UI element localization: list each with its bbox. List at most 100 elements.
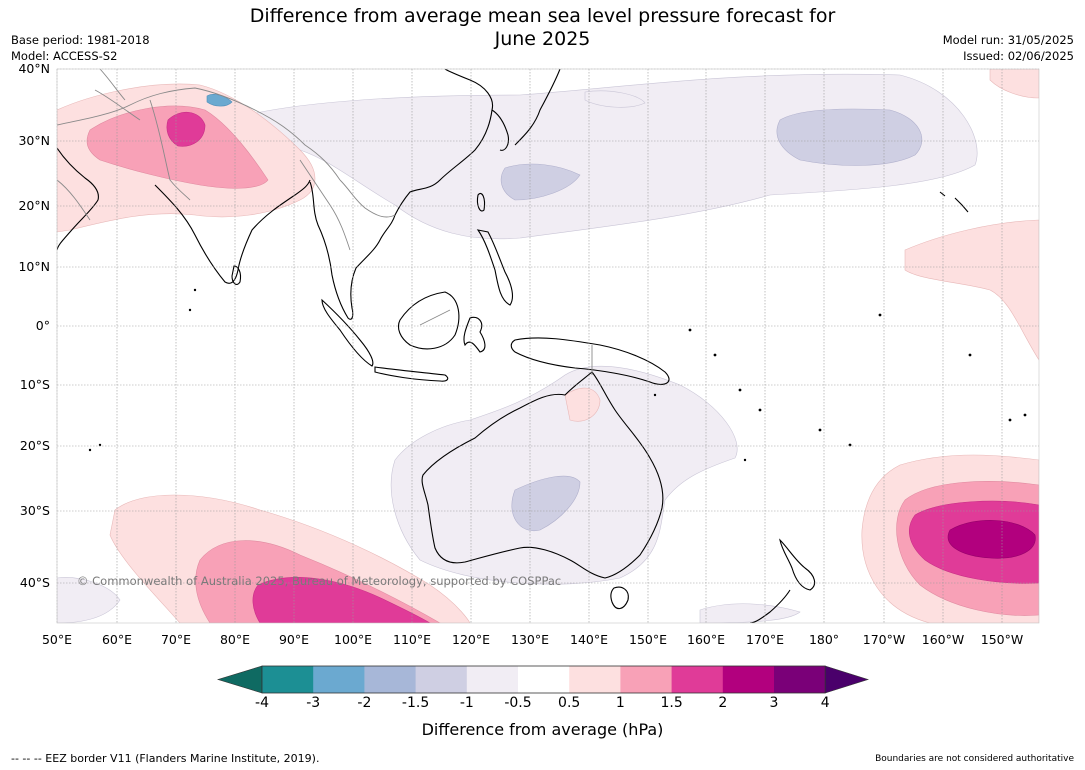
colorbar-frame [261,665,826,694]
border-borneo [419,309,451,326]
island-marker [188,308,192,312]
colorbar-segment [671,666,724,693]
island-marker [653,393,657,397]
longitude-label: 170°E [745,632,785,647]
border-india-west [149,99,191,201]
anomaly-region-pos-south-indian-core [252,577,431,623]
longitude-label: 160°W [921,632,965,647]
island-marker [878,313,882,317]
colorbar-tick-label: -1.5 [401,695,430,711]
coast-hawaii [939,191,969,213]
island-marker [818,428,822,432]
latitude-label: 20°N [18,198,50,213]
coast-korea [491,109,509,151]
island-marker [743,458,747,462]
latitude-label: 20°S [19,438,50,453]
longitude-label: 140°E [569,632,609,647]
colorbar-under-arrow [216,665,263,694]
base-period: Base period: 1981-2018 [11,33,150,47]
coast-japan [514,69,561,146]
coast-sulawesi [463,316,486,353]
anomaly-region-pos-east-pacific [904,219,1039,361]
anomaly-region-neg-himalaya [206,94,233,107]
colorbar-tick-label: 0.5 [558,695,581,711]
colorbar-segment [313,666,365,693]
colorbar-segment [364,666,417,693]
colorbar-tick-label: 3 [769,695,779,711]
anomaly-region-pos-india-mid [86,105,269,189]
longitude-label: 150°E [628,632,668,647]
island-marker [193,288,197,292]
coast-java [374,366,449,382]
longitude-label: 100°E [333,632,373,647]
colorbar-segment [722,666,775,693]
longitude-label: 90°E [278,632,310,647]
colorbar-tick-label: 4 [820,695,830,711]
anomaly-region-neg-tasman [699,603,801,623]
longitude-label: 60°E [101,632,133,647]
colorbar-segment [518,666,570,693]
coastlines [57,69,969,623]
latitude-label: 0° [35,318,50,333]
island-marker [758,408,762,412]
latitude-label: 40°N [18,61,50,76]
colorbar-tick-label: -4 [255,695,269,711]
anomaly-region-neg-china-sea [500,163,581,201]
colorbar-over-arrow [824,665,869,694]
coast-new-zealand-south [749,589,791,623]
border-south-asia [57,87,341,181]
eez-legend: -- -- -- EEZ border V11 (Flanders Marine… [11,752,320,765]
longitude-label: 110°E [392,632,432,647]
latitude-label: 30°N [18,133,50,148]
coast-new-zealand-north [779,538,816,591]
island-marker [1023,413,1027,417]
title-line-1: Difference from average mean sea level p… [249,5,836,27]
coast-arabia [57,147,99,251]
issued-date: Issued: 02/06/2025 [963,49,1074,63]
island-marker [713,353,717,357]
longitude-label: 70°E [160,632,192,647]
model-name: Model: ACCESS-S2 [11,49,118,63]
colorbar-segment [620,666,673,693]
longitude-label: 170°W [862,632,906,647]
country-borders [57,69,593,375]
colorbar-tick-label: 1 [615,695,625,711]
border-china-south [339,179,396,218]
longitude-label: 160°E [686,632,726,647]
model-run: Model run: 31/05/2025 [942,33,1074,47]
colorbar-tick-label: -0.5 [504,695,532,711]
border-myanmar [299,159,351,251]
title-line-2: June 2025 [494,28,591,50]
longitude-label: 130°E [510,632,550,647]
colorbar-segment [774,666,826,693]
latitude-label: 30°S [19,503,50,518]
copyright-notice: © Commonwealth of Australia 2025, Bureau… [77,574,562,588]
colorbar-segment [415,666,468,693]
colorbar-segment [262,666,314,693]
island-marker [1008,418,1012,422]
longitude-label: 50°E [41,632,73,647]
anomaly-region-neg-south-indian [57,577,121,623]
coast-sumatra [321,298,374,367]
anomaly-region-pos-south-pacific-peak [947,520,1036,559]
latitude-label: 10°N [18,259,50,274]
longitude-label: 80°E [219,632,251,647]
colorbar [216,665,869,694]
longitude-label: 180° [808,632,840,647]
island-marker [688,328,692,332]
coast-tasmania [610,586,629,610]
coast-australia [421,371,664,579]
anomaly-region-pos-south-coral [564,387,601,422]
coast-taiwan [476,192,486,212]
island-marker [98,443,102,447]
longitude-label: 120°E [451,632,491,647]
longitude-label: 150°W [980,632,1024,647]
anomaly-region-neg-australia [390,366,738,585]
colorbar-tick-label: 2 [718,695,728,711]
boundaries-disclaimer: Boundaries are not considered authoritat… [875,754,1074,764]
coast-borneo [397,291,460,350]
colorbar-tick-label: -1 [459,695,474,711]
island-marker [738,388,742,392]
colorbar-segment [569,666,621,693]
colorbar-tick-label: -2 [357,695,372,711]
